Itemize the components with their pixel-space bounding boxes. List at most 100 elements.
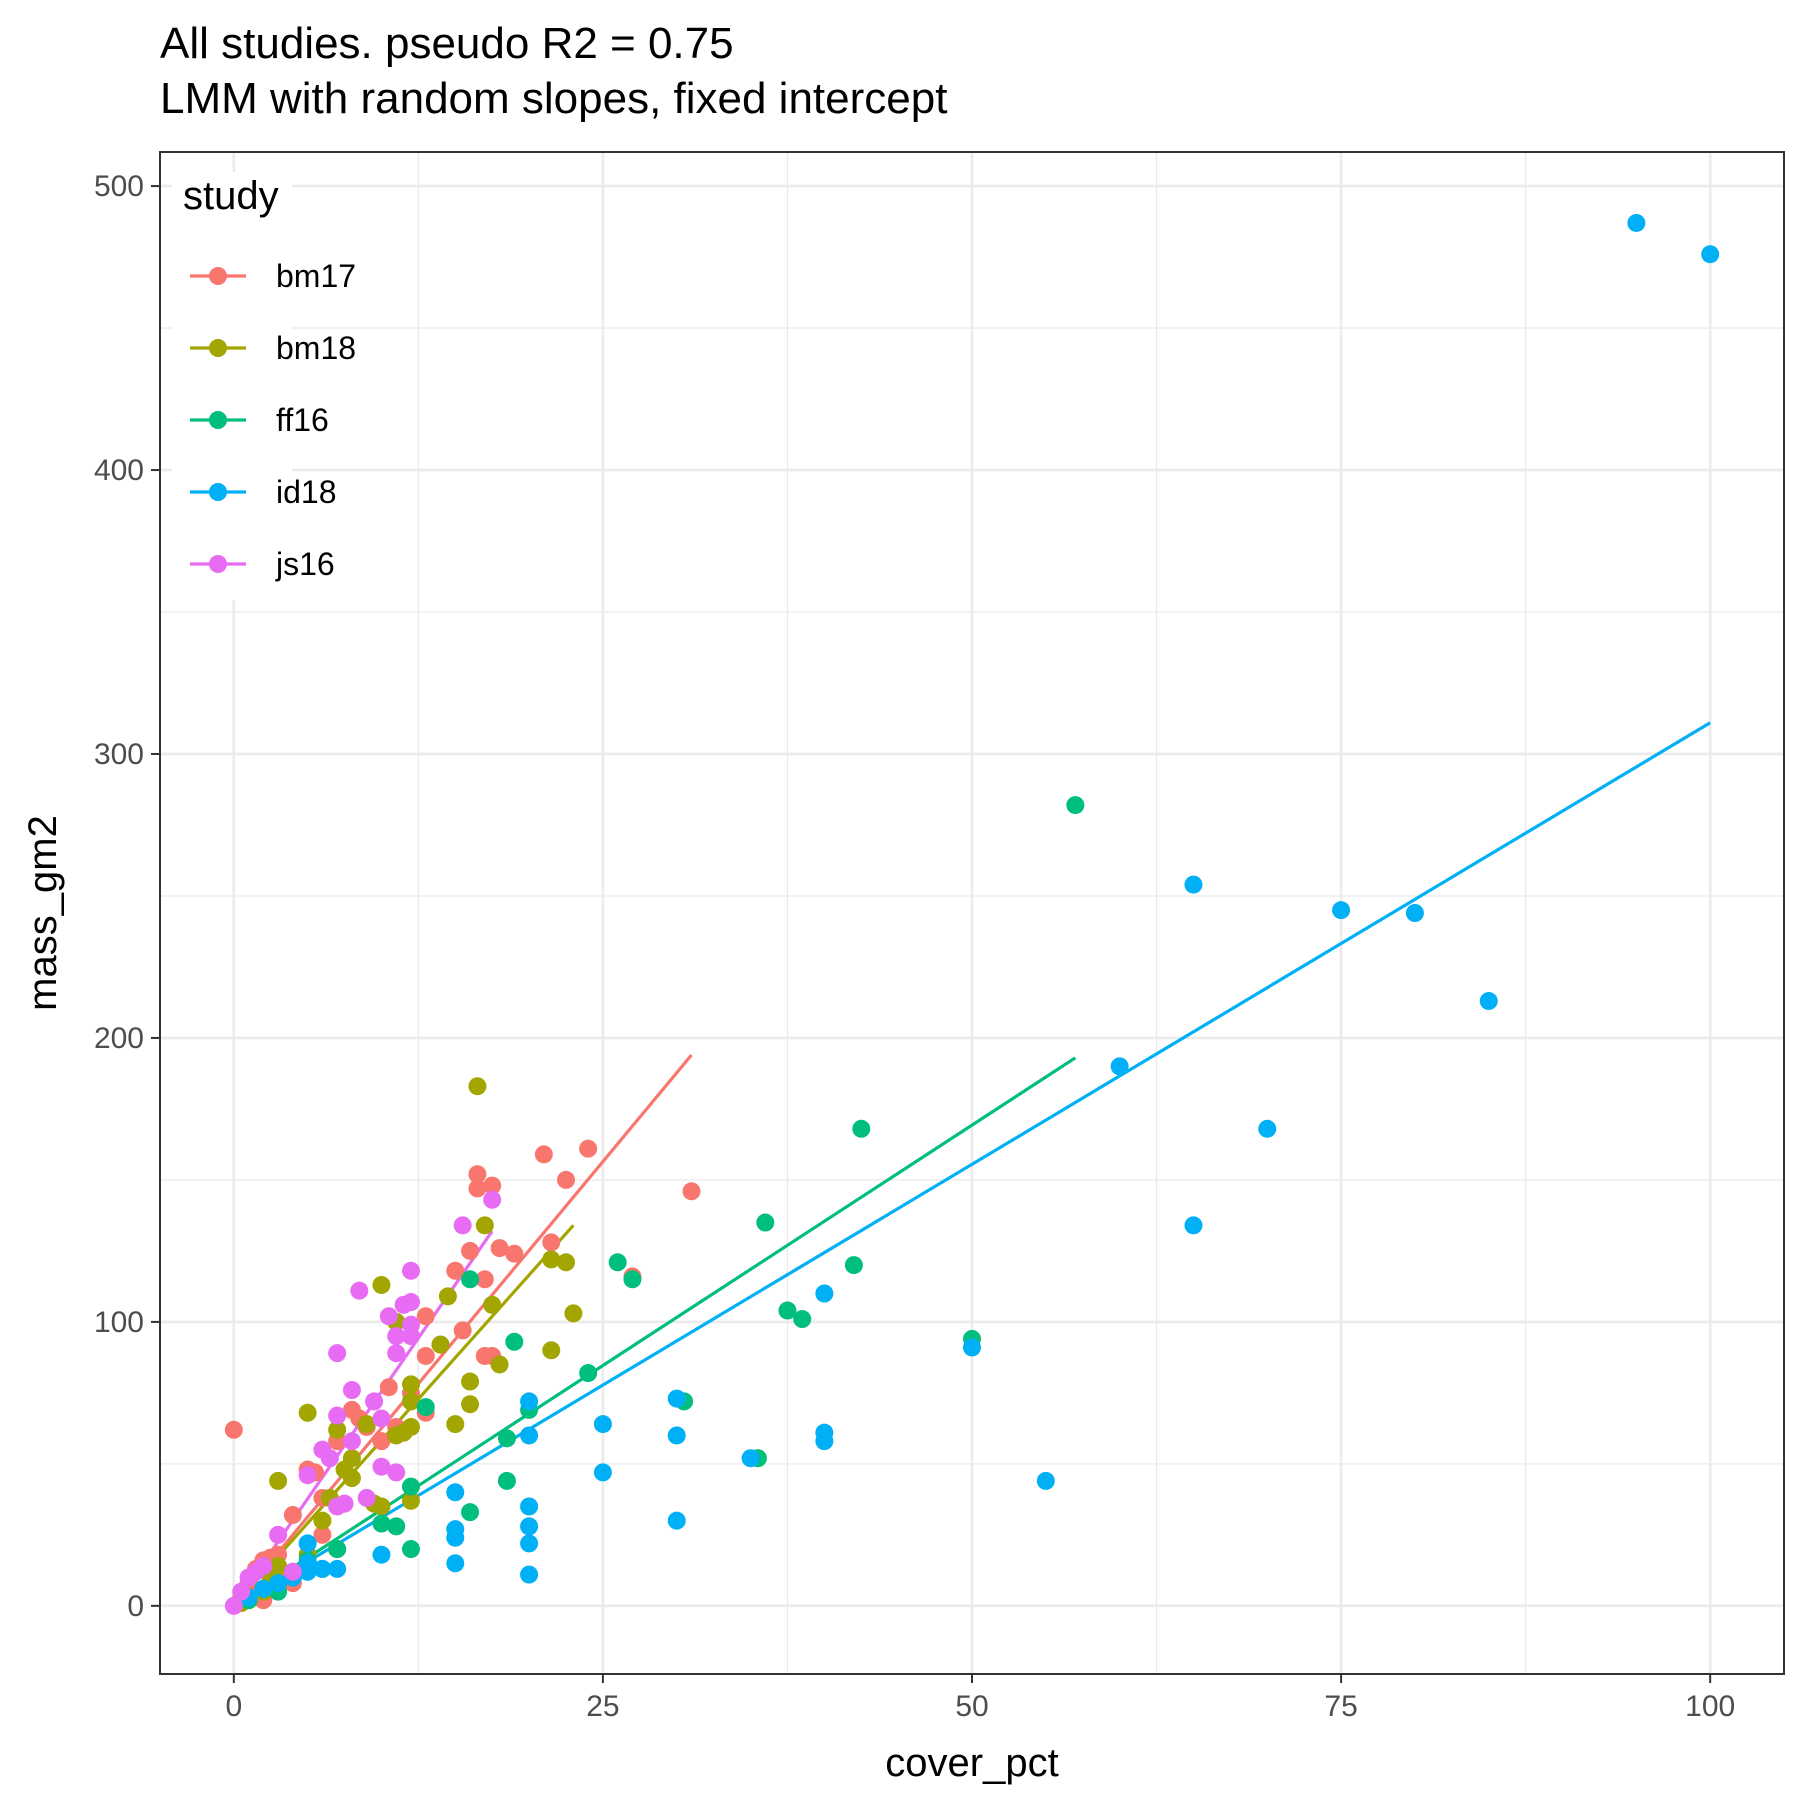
point-ff16 [497,1429,516,1448]
legend-item-id18: id18 [190,474,337,510]
point-id18 [667,1389,686,1408]
point-bm17 [416,1307,435,1326]
point-js16 [335,1494,354,1513]
point-bm17 [416,1346,435,1365]
point-id18 [1036,1471,1055,1490]
point-bm18 [468,1077,487,1096]
point-js16 [342,1381,361,1400]
point-bm18 [357,1415,376,1434]
point-bm18 [564,1304,583,1323]
point-bm17 [446,1261,465,1280]
point-bm18 [342,1469,361,1488]
point-id18 [520,1565,539,1584]
point-bm18 [461,1372,480,1391]
point-bm17 [372,1432,391,1451]
legend-item-ff16: ff16 [190,402,329,438]
x-tick-label: 25 [586,1690,619,1723]
point-id18 [667,1426,686,1445]
point-bm17 [475,1270,494,1289]
point-id18 [593,1463,612,1482]
point-bm17 [557,1170,575,1189]
point-id18 [520,1392,539,1411]
y-tick-label: 500 [94,170,144,203]
point-id18 [1627,213,1646,232]
point-id18 [593,1415,612,1434]
point-ff16 [497,1471,516,1490]
plot-panel [159,151,1785,1675]
point-bm18 [269,1557,288,1576]
point-ff16 [778,1301,797,1320]
point-js16 [357,1488,376,1507]
point-bm18 [557,1253,575,1272]
point-id18 [1184,1216,1203,1235]
legend-label: bm17 [276,258,356,294]
point-bm17 [313,1525,332,1544]
legend-key-point [209,483,227,501]
point-bm17 [682,1182,701,1201]
fit-line-id18 [232,721,1712,1608]
point-id18 [269,1574,288,1593]
x-axis-title: cover_pct [885,1741,1058,1785]
y-axis: 0 100 200 300 400 500 [94,170,160,1623]
x-tick-label: 0 [225,1690,242,1723]
point-ff16 [416,1398,435,1417]
point-id18 [1258,1119,1277,1138]
point-js16 [387,1327,406,1346]
legend-background [172,172,292,600]
point-id18 [372,1545,391,1564]
legend-label: bm18 [276,330,356,366]
point-bm18 [542,1341,561,1360]
point-js16 [372,1457,391,1476]
legend-key-point [209,555,227,573]
point-ff16 [387,1517,406,1536]
point-bm18 [342,1449,361,1468]
point-bm18 [461,1395,480,1414]
legend-label: id18 [276,474,337,510]
x-tick-label: 50 [955,1690,988,1723]
point-bm17 [483,1176,502,1195]
point-bm18 [446,1415,465,1434]
point-js16 [379,1307,398,1326]
point-id18 [815,1432,834,1451]
fit-lines [232,721,1712,1608]
point-js16 [320,1449,339,1468]
point-id18 [446,1554,465,1573]
point-js16 [401,1293,420,1312]
y-tick-label: 400 [94,454,144,487]
point-id18 [741,1449,760,1468]
point-ff16 [756,1213,775,1232]
point-bm18 [438,1287,457,1306]
point-bm18 [475,1216,494,1235]
point-bm18 [401,1417,420,1436]
point-js16 [224,1596,243,1615]
point-js16 [387,1344,406,1363]
point-js16 [283,1562,302,1581]
point-js16 [387,1463,406,1482]
point-id18 [446,1483,465,1502]
fit-line-bm18 [232,1224,575,1607]
data-points [224,213,1720,1615]
point-id18 [963,1338,981,1357]
point-id18 [520,1497,539,1516]
point-id18 [1184,875,1203,894]
point-bm17 [490,1239,509,1258]
point-bm17 [468,1179,487,1198]
point-id18 [1701,245,1720,264]
legend-item-js16: js16 [190,546,335,582]
point-js16 [483,1190,502,1209]
point-id18 [667,1511,686,1530]
point-ff16 [1066,796,1085,815]
point-js16 [254,1557,273,1576]
y-axis-title: mass_gm2 [21,815,65,1011]
point-bm18 [431,1335,450,1354]
point-id18 [298,1534,317,1553]
point-ff16 [372,1514,391,1533]
point-bm18 [401,1491,420,1510]
point-ff16 [844,1256,863,1275]
legend-key-point [209,411,227,429]
point-bm18 [401,1392,420,1411]
point-id18 [520,1517,539,1536]
point-bm17 [379,1378,398,1397]
point-ff16 [461,1503,480,1522]
